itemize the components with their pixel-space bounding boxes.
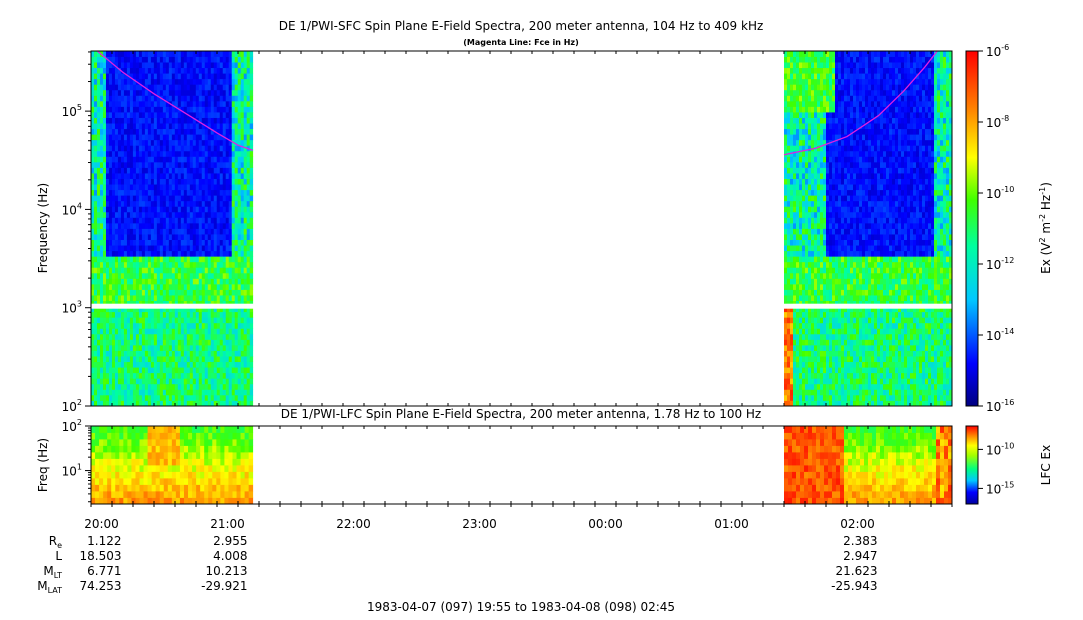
lfc-y-axis: 101 102 [62,418,91,503]
sfc-y-tick-label: 102 [62,398,82,414]
time-tick-label: 22:00 [336,517,371,531]
time-range-label: 1983-04-07 (097) 19:55 to 1983-04-08 (09… [367,600,675,614]
ephemeris-value: 21.623 [836,564,878,578]
ephemeris-table: Re 1.122 2.955 2.383 L 18.503 4.008 2.947 MLT 6.7… [37,534,877,595]
sfc-y-tick-label: 104 [62,201,82,217]
sfc-colorbar-tick-label: 10-16 [986,398,1014,414]
lfc-plot-frame [90,425,953,505]
frequency-data-gap [91,303,952,309]
sfc-colorbar-tick-label: 10-12 [986,256,1014,272]
fce-magenta-line [96,51,938,156]
ephemeris-value: 2.947 [843,549,877,563]
main-panel-subtitle: (Magenta Line: Fce in Hz) [463,38,578,47]
lfc-colorbar-gradient [965,425,979,505]
ephemeris-row-label: L [55,549,62,563]
lfc-spectrogram-plot [90,425,953,505]
time-tick-label: 01:00 [714,517,749,531]
sfc-y-tick-label: 103 [62,300,82,316]
sfc-colorbar-tick-label: 10-14 [986,327,1014,343]
time-tick-label: 00:00 [588,517,623,531]
lfc-y-tick-label: 101 [62,463,82,479]
time-tick-label: 23:00 [462,517,497,531]
sfc-spectrogram-plot [90,50,953,407]
ephemeris-value: 10.213 [206,564,248,578]
ephemeris-value: 18.503 [80,549,122,563]
lfc-y-tick-label: 102 [62,418,82,434]
ephemeris-value: 1.122 [87,534,121,548]
time-tick-label: 20:00 [84,517,119,531]
ephemeris-value: -25.943 [831,579,877,593]
sfc-colorbar-gradient [965,50,979,407]
sfc-colorbar-label: Ex (V2 m-2 Hz-1) [1038,182,1053,274]
time-tick-label: 21:00 [210,517,245,531]
ephemeris-value: 2.955 [213,534,247,548]
sfc-y-tick-label: 105 [62,103,82,119]
ephemeris-value: 4.008 [213,549,247,563]
ephemeris-row-label: MLAT [37,579,62,595]
lfc-colorbar-tick-label: 10-10 [986,441,1014,457]
lfc-colorbar-label: LFC Ex [1039,445,1053,485]
ephemeris-row-label: Re [49,534,62,550]
main-panel-title: DE 1/PWI-SFC Spin Plane E-Field Spectra,… [279,19,764,33]
sfc-y-axis-label: Frequency (Hz) [36,183,50,274]
ephemeris-value: 2.383 [843,534,877,548]
sfc-y-axis: 102 103 104 105 [62,51,91,414]
sfc-colorbar-tick-label: 10-10 [986,185,1014,201]
ephemeris-value: 6.771 [87,564,121,578]
lfc-colorbar-tick-label: 10-15 [986,480,1014,496]
time-x-axis: 20:00 21:00 22:00 23:00 00:00 01:00 02:00 [84,51,953,531]
lfc-panel-title: DE 1/PWI-LFC Spin Plane E-Field Spectra,… [281,407,761,421]
ephemeris-value: -29.921 [201,579,247,593]
lfc-y-axis-label: Freq (Hz) [36,438,50,492]
sfc-colorbar: 10-6 10-8 10-10 10-12 10-14 10-16 Ex (V2 m-2 … [965,43,1053,414]
sfc-colorbar-tick-label: 10-8 [986,114,1009,130]
time-tick-label: 02:00 [840,517,875,531]
sfc-plot-frame [90,50,953,407]
ephemeris-value: 74.253 [80,579,122,593]
ephemeris-row-label: MLT [43,564,62,580]
lfc-colorbar: 10-10 10-15 LFC Ex [965,425,1053,505]
sfc-colorbar-tick-label: 10-6 [986,43,1009,59]
